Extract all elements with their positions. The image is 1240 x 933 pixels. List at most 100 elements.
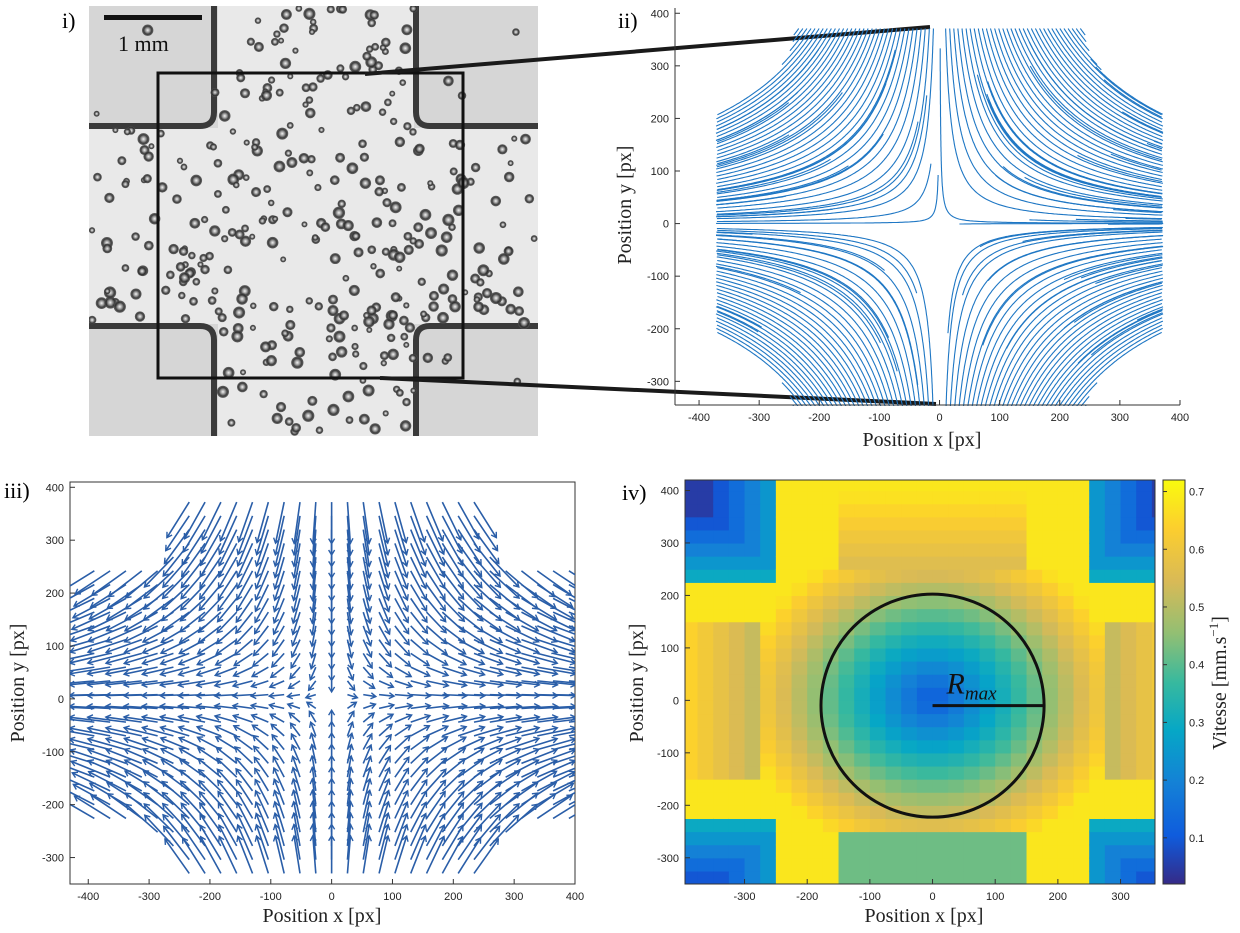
heatmap-cell	[728, 857, 746, 872]
streamline	[716, 299, 847, 406]
quiver-arrowhead	[289, 722, 297, 730]
streamline	[716, 231, 753, 235]
heatmap-cell	[1057, 582, 1075, 597]
heatmap-cell	[1073, 844, 1090, 859]
quiver-arrow	[473, 791, 502, 819]
quiver-arrow	[124, 737, 158, 751]
quiver-arrowhead	[236, 801, 243, 809]
quiver-arrowhead	[254, 800, 262, 808]
quiver-arrowhead	[52, 704, 57, 710]
quiver-arrowhead	[478, 725, 486, 732]
heatmap-cell	[995, 844, 1012, 859]
heatmap-cell	[775, 792, 793, 806]
quiver-arrow	[505, 597, 539, 621]
quiver-arrowhead	[606, 692, 611, 698]
quiver-arrow	[87, 748, 127, 765]
heatmap-cell	[995, 582, 1012, 597]
streamline	[715, 28, 836, 134]
heatmap-cell	[744, 739, 761, 754]
droplet	[161, 285, 171, 295]
quiver-arrowhead	[424, 681, 432, 689]
quiver-arrow	[107, 793, 143, 820]
zoom-box	[156, 71, 465, 380]
quiver-arrowhead	[514, 759, 522, 766]
quiver-arrow	[161, 769, 190, 792]
quiver-arrow	[183, 501, 206, 540]
heatmap-cell	[685, 647, 699, 662]
heatmap-cell	[760, 529, 777, 544]
heatmap-cell	[697, 726, 714, 741]
quiver-arrow	[232, 704, 253, 710]
heatmap-cell	[775, 634, 793, 649]
quiver-arrow	[269, 713, 285, 723]
quiver-arrowhead	[179, 603, 187, 611]
heatmap-cell	[744, 503, 761, 518]
heatmap-cell	[713, 582, 730, 597]
droplet	[348, 284, 360, 296]
heatmap-cell	[948, 503, 965, 518]
quiver-arrowhead	[606, 704, 611, 710]
heatmap-cell	[685, 844, 699, 859]
quiver-arrow	[378, 756, 391, 778]
quiver-arrow	[232, 680, 253, 687]
streamline	[1136, 308, 1164, 321]
heatmap-cell	[869, 831, 887, 846]
heatmap-cell	[1057, 818, 1075, 833]
droplet	[213, 189, 222, 198]
scale-bar	[104, 15, 202, 20]
quiver-arrowhead	[477, 769, 485, 776]
heatmap-cell	[1151, 818, 1155, 833]
streamline	[717, 249, 908, 406]
ticks-ii: -400 -300 -200 -100 0 100 200 300 400-300-200-10…	[647, 8, 1189, 424]
droplet	[476, 278, 485, 287]
heatmap-cell	[744, 805, 761, 820]
heatmap-cell	[728, 870, 746, 884]
quiver-arrow	[441, 597, 465, 622]
quiver-arrow	[441, 625, 466, 644]
quiver-arrow	[181, 825, 206, 861]
quiver-arrowhead	[217, 790, 224, 798]
quiver-arrowhead	[178, 637, 186, 644]
quiver-arrow	[536, 597, 575, 620]
heatmap-cell	[916, 844, 934, 859]
heatmap-cell	[979, 480, 996, 492]
quiver-arrow	[179, 758, 206, 778]
quiver-arrowhead	[589, 692, 594, 698]
quiver-arrowhead	[350, 701, 358, 708]
quiver-arrow	[473, 515, 499, 552]
quiver-arrowhead	[104, 669, 112, 677]
y-tick-label-iv: 0	[673, 695, 679, 707]
droplet	[333, 330, 346, 343]
heatmap-cell	[775, 529, 793, 544]
quiver-arrowhead	[214, 659, 222, 666]
heatmap-cell	[1010, 542, 1028, 557]
quiver-arrowhead	[421, 778, 428, 786]
heatmap-cell	[1151, 857, 1155, 872]
heatmap-cell	[1151, 503, 1155, 518]
x-tick-label-ii: -100	[868, 412, 890, 424]
quiver-arrow	[291, 639, 301, 658]
heatmap-cell	[697, 870, 714, 884]
heatmap-cell	[807, 480, 824, 492]
heatmap-cell	[1151, 674, 1155, 688]
heatmap-cell	[1042, 726, 1059, 741]
quiver-arrowhead	[142, 780, 150, 788]
quiver-arrowhead	[86, 680, 94, 688]
quiver-arrow	[274, 824, 285, 860]
heatmap-cell	[685, 529, 699, 544]
quiver-arrowhead	[460, 670, 468, 678]
heatmap-cell	[838, 870, 855, 884]
heatmap-cell	[744, 844, 761, 859]
heatmap-cell	[854, 634, 871, 649]
streamline	[1071, 28, 1090, 52]
heatmap-cell	[791, 805, 808, 820]
heatmap-cell	[854, 674, 871, 688]
droplet	[260, 89, 273, 101]
heatmap-cell	[963, 661, 981, 675]
heatmap-cell	[1026, 529, 1043, 544]
quiver-arrowhead	[215, 637, 223, 645]
quiver-arrow	[87, 666, 127, 675]
droplet	[374, 186, 384, 197]
quiver-arrowhead	[198, 790, 206, 798]
quiver-arrow	[272, 625, 285, 646]
